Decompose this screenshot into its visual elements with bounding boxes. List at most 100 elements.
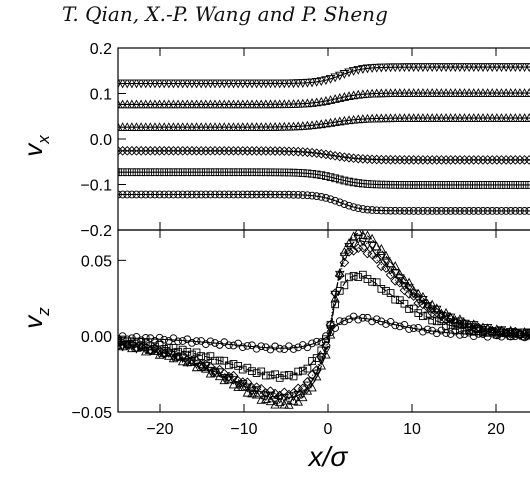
top-marker — [487, 155, 498, 165]
top-marker — [497, 207, 506, 215]
top-marker — [127, 99, 137, 109]
top-marker — [201, 99, 211, 109]
top-marker — [459, 63, 470, 73]
bottom-marker — [367, 233, 377, 243]
bottom-marker — [437, 326, 446, 335]
top-marker — [459, 88, 470, 97]
top-marker — [228, 79, 239, 89]
bottom-marker — [270, 395, 280, 405]
top-marker — [450, 113, 461, 122]
top-marker — [118, 168, 127, 177]
bottom-marker — [334, 270, 345, 281]
top-marker — [326, 195, 335, 204]
top-marker — [395, 88, 405, 97]
top-marker — [399, 155, 410, 165]
top-marker — [128, 190, 136, 199]
bottom-marker — [261, 392, 271, 402]
top-marker — [145, 145, 156, 156]
top-marker — [284, 146, 294, 157]
top-marker — [188, 190, 196, 199]
bottom-marker — [316, 360, 327, 370]
top-marker — [445, 113, 456, 122]
bottom-marker — [192, 337, 201, 345]
bottom-series — [118, 230, 530, 409]
top-marker — [229, 168, 238, 177]
top-marker — [381, 63, 391, 73]
bottom-marker — [368, 277, 376, 286]
top-marker — [358, 65, 368, 74]
bottom-marker — [188, 339, 196, 347]
bottom-ytick-label: 0.00 — [81, 329, 112, 346]
top-marker — [408, 63, 419, 73]
bottom-marker — [297, 383, 308, 394]
top-marker — [405, 207, 413, 215]
top-marker — [385, 154, 396, 165]
top-marker — [515, 88, 525, 97]
top-marker — [228, 99, 239, 109]
top-marker — [376, 63, 387, 73]
bottom-marker — [308, 339, 316, 348]
bottom-marker — [492, 331, 501, 340]
bottom-xtick-label: −10 — [230, 421, 257, 438]
top-marker — [285, 168, 293, 177]
top-marker — [275, 168, 284, 177]
top-marker — [399, 63, 410, 73]
top-marker — [505, 63, 516, 73]
top-marker — [284, 99, 294, 109]
top-marker — [237, 122, 248, 131]
bottom-marker — [150, 343, 160, 354]
top-marker — [228, 122, 239, 132]
top-marker — [136, 79, 146, 89]
top-marker — [474, 181, 483, 189]
top-marker — [210, 79, 220, 89]
top-marker — [413, 113, 424, 122]
top-marker — [136, 145, 146, 156]
top-marker — [173, 99, 183, 109]
top-marker — [279, 99, 290, 109]
top-marker — [307, 78, 317, 88]
top-marker — [201, 79, 211, 89]
bottom-marker — [400, 321, 409, 329]
top-marker — [422, 88, 433, 97]
bottom-marker — [257, 342, 266, 351]
top-marker — [136, 99, 146, 109]
bottom-series-triangle-up — [118, 230, 530, 409]
bottom-marker — [381, 250, 391, 260]
top-marker — [482, 155, 493, 165]
top-marker — [496, 63, 507, 73]
bottom-marker — [128, 334, 136, 343]
top-marker — [118, 190, 127, 199]
bottom-marker — [321, 349, 331, 359]
bottom-marker — [418, 299, 428, 310]
top-marker — [445, 88, 456, 97]
top-series-triangle-down — [118, 63, 530, 89]
top-marker — [298, 169, 307, 177]
top-marker — [432, 181, 441, 189]
top-marker — [118, 168, 122, 177]
bottom-marker — [188, 350, 196, 359]
top-marker — [501, 155, 511, 165]
top-marker — [197, 190, 206, 199]
top-marker — [201, 122, 211, 132]
bottom-marker — [395, 269, 405, 279]
bottom-y-axis-label: vz — [18, 307, 53, 329]
bottom-marker — [386, 289, 395, 297]
bottom-marker — [225, 341, 233, 350]
top-marker — [465, 207, 473, 215]
top-marker — [191, 79, 202, 89]
bottom-marker — [261, 371, 270, 380]
bottom-marker — [479, 330, 487, 338]
top-marker — [519, 88, 530, 97]
bottom-marker — [372, 278, 381, 287]
top-marker — [214, 122, 225, 132]
top-marker — [436, 155, 447, 165]
top-marker — [182, 122, 193, 132]
top-marker — [238, 168, 247, 177]
bottom-xtick-label: −20 — [146, 421, 173, 438]
top-marker — [251, 79, 262, 89]
top-marker — [496, 155, 507, 165]
top-marker — [422, 155, 433, 165]
bottom-marker — [280, 371, 289, 380]
top-marker — [270, 146, 280, 156]
